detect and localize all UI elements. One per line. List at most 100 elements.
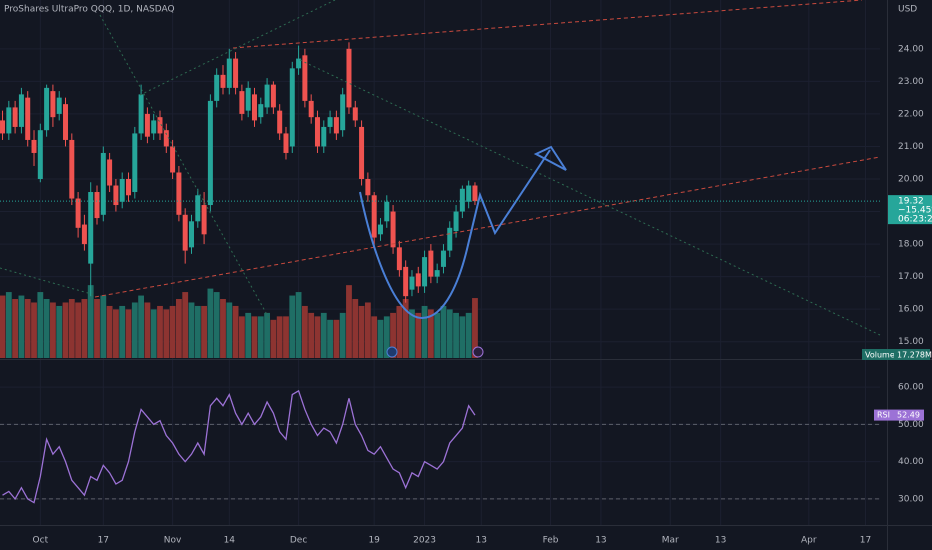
volume-bar: [276, 316, 283, 358]
volume-bar: [31, 302, 37, 358]
y-tick-label: 40.00: [898, 457, 924, 467]
y-tick-label: 22.00: [898, 109, 924, 119]
candle-body: [195, 195, 201, 222]
candle-body: [371, 195, 377, 238]
volume-bar: [434, 312, 441, 358]
volume-bar: [409, 309, 415, 358]
candle-body: [302, 55, 308, 101]
x-tick-label: 13: [715, 536, 726, 546]
x-tick-label: 17: [98, 536, 109, 546]
candle-body: [453, 211, 459, 232]
volume-bar: [182, 292, 189, 358]
volume-bar: [37, 292, 44, 358]
candle-body: [176, 172, 182, 215]
volume-bar: [352, 299, 359, 358]
volume-bar: [251, 316, 258, 358]
volume-bar: [377, 319, 384, 358]
dividend-icon[interactable]: [386, 346, 398, 358]
volume-bar: [440, 305, 447, 358]
volume-bar: [333, 319, 340, 358]
candle-body: [75, 198, 81, 228]
volume-bar: [245, 312, 252, 358]
rsi-name: RSI: [877, 411, 890, 420]
volume-bar: [232, 305, 239, 358]
candle-body: [264, 84, 270, 108]
candle-body: [377, 224, 383, 235]
rsi-value: 52.49: [897, 411, 920, 420]
volume-bar: [238, 316, 245, 358]
y-tick-label: 16.00: [898, 305, 924, 315]
cup-drawing: [359, 149, 551, 320]
x-tick-label: 13: [595, 536, 606, 546]
drawings: [0, 0, 881, 358]
candle-body: [352, 107, 358, 121]
grid: [0, 0, 880, 525]
volume-bar: [289, 295, 296, 358]
candle-body: [270, 84, 276, 108]
event-icon[interactable]: [472, 346, 484, 358]
candle-body: [170, 146, 176, 173]
candle-body: [63, 104, 69, 140]
candle-body: [220, 74, 226, 88]
candle-body: [434, 270, 440, 277]
volume-bar: [94, 299, 100, 358]
volume-bar: [459, 316, 466, 358]
y-tick-label: 24.00: [898, 44, 924, 54]
candle-body: [94, 192, 100, 219]
volume-bar: [207, 288, 214, 358]
candle-body: [390, 211, 396, 248]
change-label: −15.45%: [898, 206, 932, 216]
candle-body: [258, 104, 264, 118]
candle-body: [18, 94, 24, 127]
candle-body: [6, 107, 12, 134]
candle-body: [403, 266, 409, 297]
volume-value: 17.278M: [897, 351, 932, 360]
candle-body: [283, 133, 289, 153]
candle-body: [422, 257, 428, 287]
candle-body: [207, 100, 213, 206]
volume-bar: [257, 316, 264, 358]
chart-title: ProShares UltraPro QQQ, 1D, NASDAQ: [4, 5, 175, 15]
candle-body: [415, 273, 421, 287]
volume-bar: [346, 285, 352, 358]
x-tick-label: Oct: [33, 536, 49, 546]
volume-bar: [75, 302, 82, 358]
y-tick-label: 30.00: [898, 494, 924, 504]
trendline: [0, 267, 96, 296]
volume-bar: [113, 309, 119, 358]
volume-bar: [87, 285, 94, 358]
candle-body: [151, 120, 157, 134]
candle-body: [107, 159, 113, 186]
candle-body: [56, 97, 62, 114]
candle-body: [447, 227, 453, 251]
y-tick-label: 60.00: [898, 383, 924, 393]
volume-bar: [106, 305, 113, 358]
volume-bar: [226, 302, 233, 358]
volume-bar: [43, 299, 50, 358]
volume-bar: [144, 302, 151, 358]
candle-body: [384, 201, 390, 222]
volume-badge: [862, 349, 894, 360]
volume-bar: [213, 292, 220, 358]
candle-body: [472, 185, 478, 202]
volume-bar: [24, 299, 31, 358]
volume-bar: [12, 299, 19, 358]
candle-body: [440, 250, 446, 267]
y-tick-label: 18.00: [898, 240, 924, 250]
candle-body: [277, 110, 283, 134]
candle-body: [308, 100, 314, 118]
candle-body: [359, 126, 365, 179]
volume-bar: [5, 292, 12, 358]
price-badge: [888, 195, 932, 225]
candle-body: [50, 91, 56, 118]
candle-body: [100, 152, 106, 215]
x-tick-label: 2023: [413, 536, 436, 546]
candle-body: [365, 179, 371, 196]
volume-bar: [100, 295, 107, 358]
candle-body: [81, 224, 87, 245]
volume-bar: [453, 312, 459, 358]
x-tick-label: Nov: [164, 536, 182, 546]
currency: USD: [898, 5, 917, 15]
candle-body: [321, 126, 327, 147]
y-tick-label: 17.00: [898, 272, 924, 282]
